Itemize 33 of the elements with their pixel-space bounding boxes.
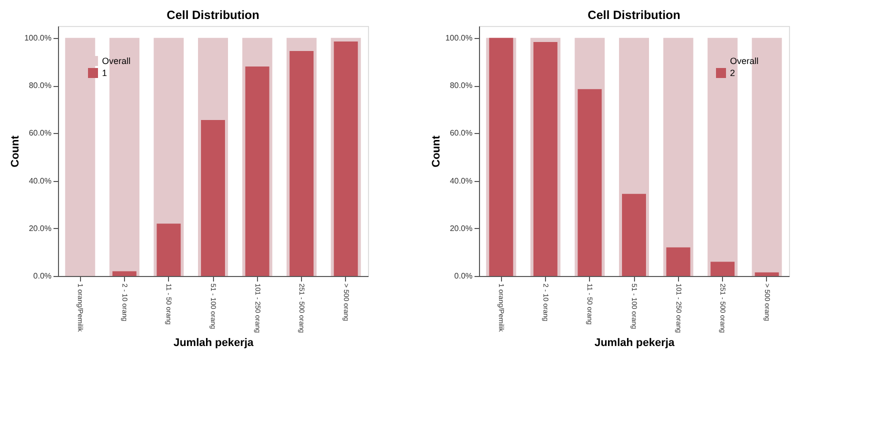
chart-title: Cell Distribution: [166, 8, 260, 22]
x-axis-title: Jumlah pekerja: [173, 336, 254, 349]
bar: [112, 271, 136, 276]
bar: [666, 247, 690, 276]
y-axis-title: Count: [9, 135, 22, 168]
bar: [622, 194, 646, 276]
y-tick-label: 20.0%: [28, 224, 52, 233]
chart-title: Cell Distribution: [588, 8, 680, 22]
y-tick-label: 20.0%: [450, 224, 472, 233]
x-axis-title: Jumlah pekerja: [594, 336, 676, 349]
bar: [201, 120, 225, 276]
bar: [245, 66, 270, 276]
y-tick-label: 60.0%: [28, 128, 52, 138]
legend-label: Overall: [102, 56, 131, 66]
y-tick-label: 40.0%: [28, 176, 52, 186]
y-tick-label: 0.0%: [33, 272, 52, 280]
y-axis-title: Count: [430, 135, 442, 168]
bar: [290, 51, 314, 276]
y-tick-label: 60.0%: [450, 128, 472, 138]
y-tick-label: 0.0%: [454, 272, 472, 280]
y-tick-label: 80.0%: [450, 81, 472, 90]
bar: [65, 38, 96, 276]
bar: [578, 89, 602, 276]
y-tick-label: 40.0%: [450, 176, 472, 186]
legend-label: 1: [102, 68, 108, 78]
y-tick-label: 80.0%: [28, 81, 52, 90]
bar: [156, 224, 181, 276]
legend-label: 2: [730, 68, 736, 78]
bar: [754, 272, 779, 276]
y-tick-label: 100.0%: [24, 33, 52, 42]
y-tick-label: 100.0%: [445, 33, 472, 42]
bar: [710, 262, 735, 276]
series-label: Overall: [730, 56, 759, 66]
